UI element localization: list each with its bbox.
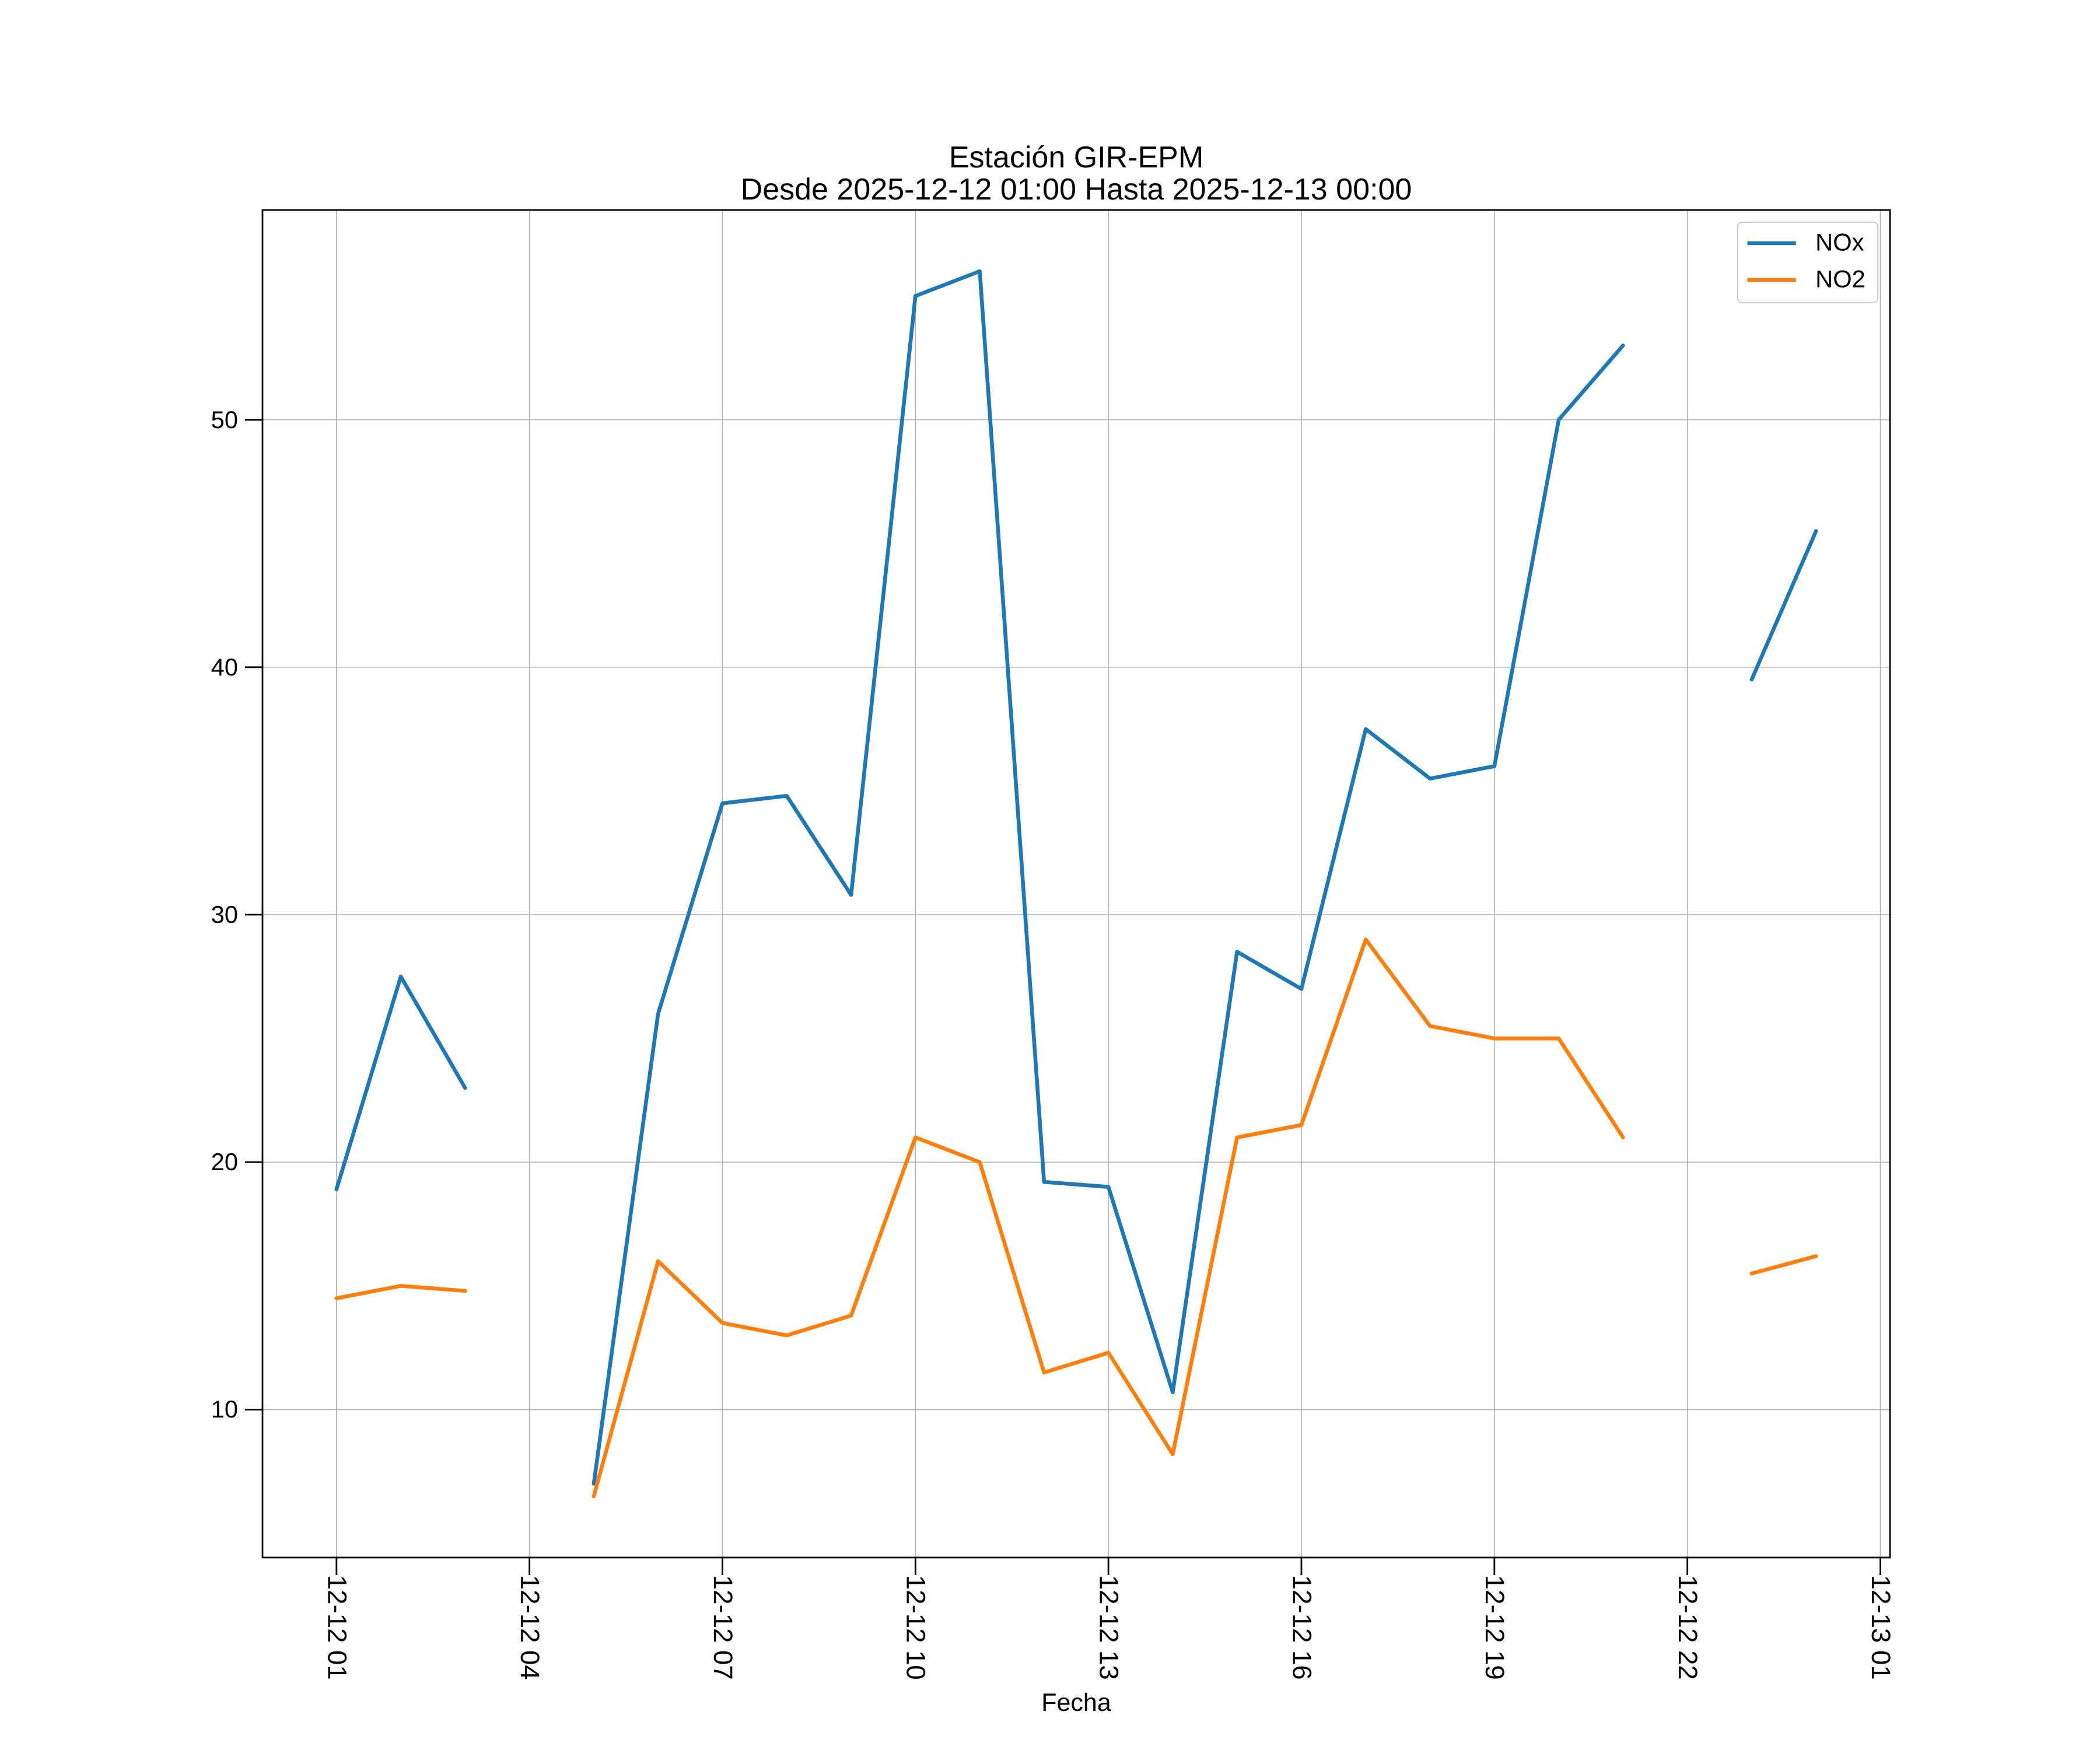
svg-text:12-12 22: 12-12 22 [1673,1575,1703,1680]
svg-text:Fecha: Fecha [1041,1689,1111,1717]
svg-text:50: 50 [211,406,238,433]
svg-text:Estación GIR-EPM: Estación GIR-EPM [949,141,1203,174]
svg-text:12-13 01: 12-13 01 [1866,1575,1896,1680]
svg-text:12-12 10: 12-12 10 [901,1575,931,1680]
svg-text:Desde 2025-12-12 01:00 Hasta 2: Desde 2025-12-12 01:00 Hasta 2025-12-13 … [741,173,1412,206]
svg-text:NOx: NOx [1815,229,1864,256]
svg-text:20: 20 [211,1148,238,1175]
svg-text:10: 10 [211,1395,238,1423]
svg-text:12-12 16: 12-12 16 [1287,1575,1317,1680]
svg-text:NO2: NO2 [1815,265,1866,292]
svg-text:12-12 04: 12-12 04 [515,1575,545,1680]
svg-text:12-12 01: 12-12 01 [322,1575,352,1680]
svg-text:12-12 19: 12-12 19 [1480,1575,1510,1680]
svg-text:12-12 07: 12-12 07 [708,1575,738,1680]
svg-text:40: 40 [211,653,238,681]
svg-text:30: 30 [211,901,238,928]
svg-text:12-12 13: 12-12 13 [1094,1575,1124,1680]
